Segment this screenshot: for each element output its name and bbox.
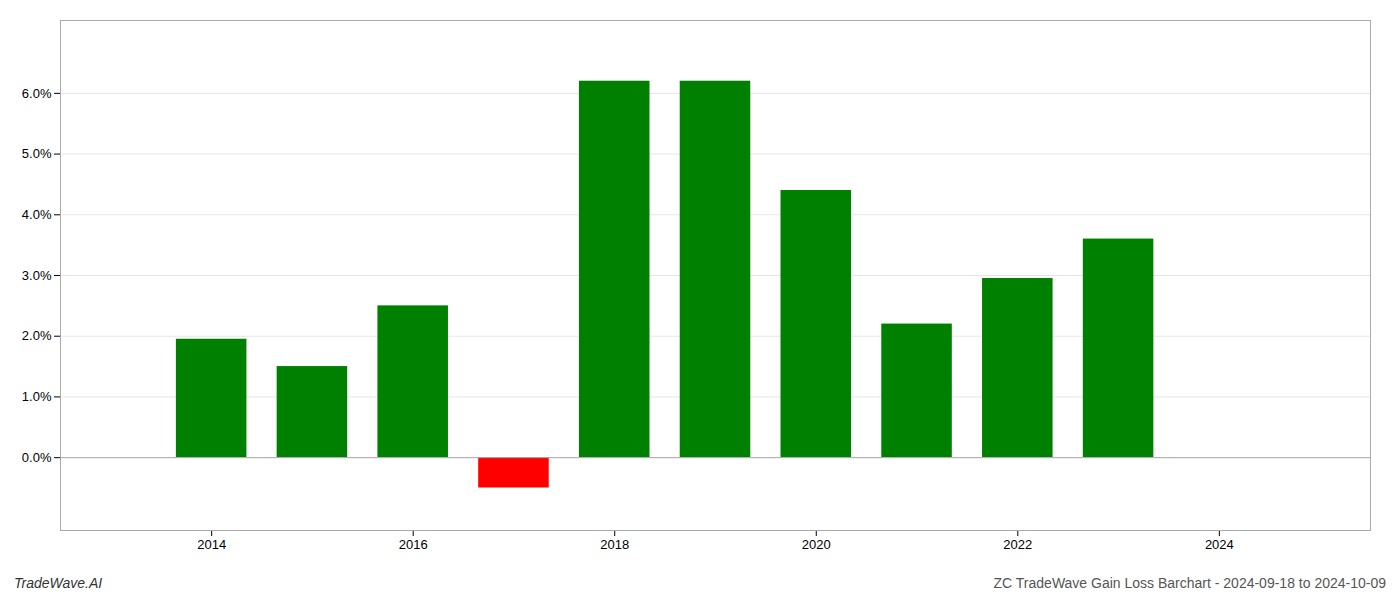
svg-text:2.0%: 2.0% xyxy=(22,328,52,343)
svg-text:2014: 2014 xyxy=(197,537,226,552)
svg-text:2022: 2022 xyxy=(1003,537,1032,552)
svg-text:2024: 2024 xyxy=(1205,537,1234,552)
svg-text:0.0%: 0.0% xyxy=(22,450,52,465)
svg-text:2016: 2016 xyxy=(399,537,428,552)
svg-text:5.0%: 5.0% xyxy=(22,146,52,161)
svg-text:1.0%: 1.0% xyxy=(22,389,52,404)
svg-text:6.0%: 6.0% xyxy=(22,86,52,101)
svg-text:2020: 2020 xyxy=(802,537,831,552)
html-text:ZC TradeWave Gain Loss Barchar: ZC TradeWave Gain Loss Barchart - 2024-0… xyxy=(993,575,1386,591)
svg-text:2018: 2018 xyxy=(600,537,629,552)
svg-text:4.0%: 4.0% xyxy=(22,207,52,222)
svg-text:3.0%: 3.0% xyxy=(22,268,52,283)
html-text:TradeWave.AI: TradeWave.AI xyxy=(14,575,103,591)
